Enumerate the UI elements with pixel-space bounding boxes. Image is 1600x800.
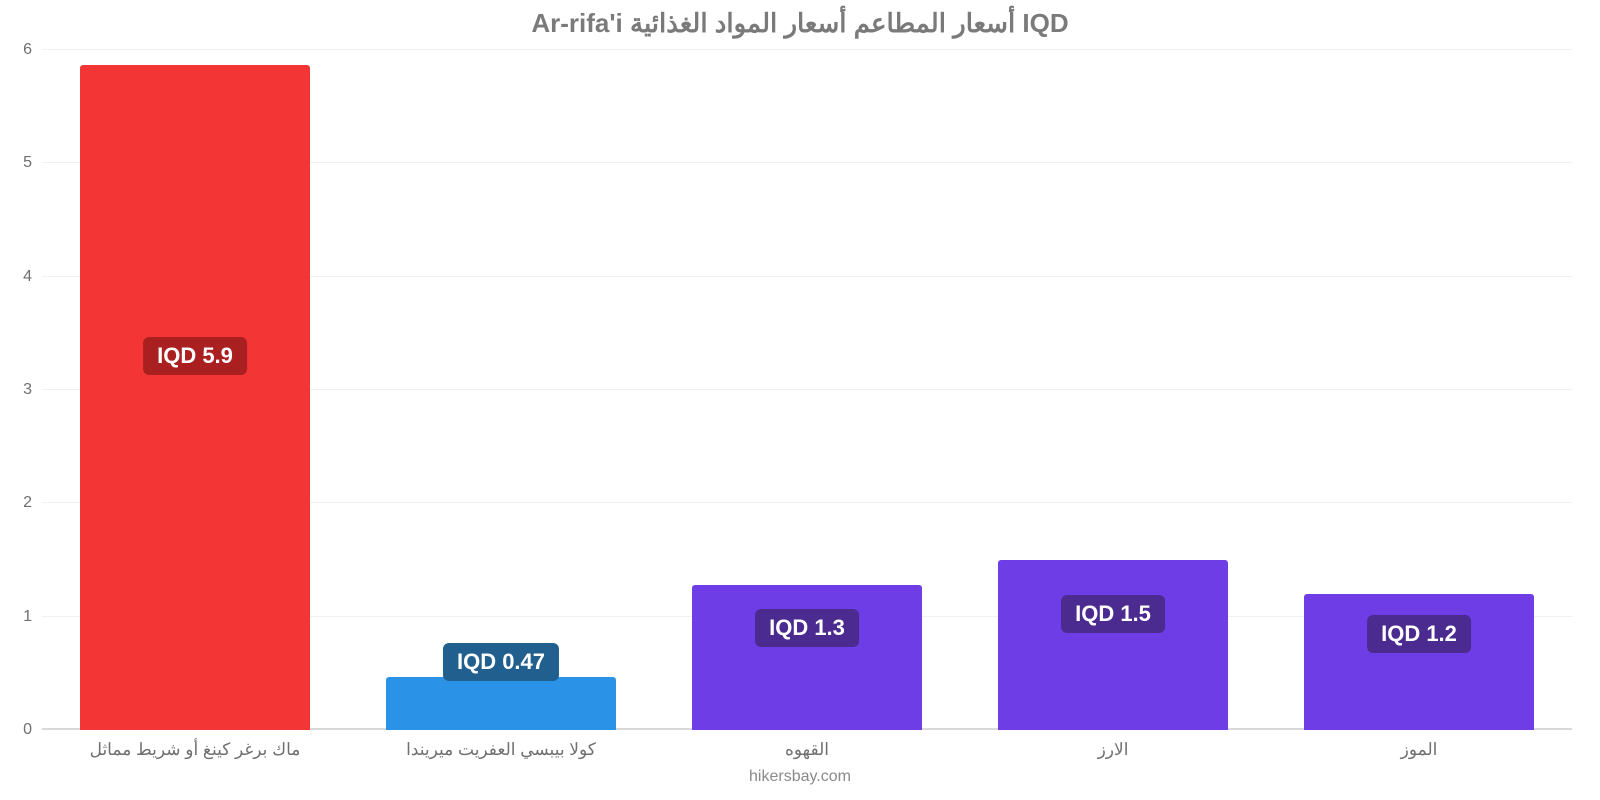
x-tick-label: الارز [1098,730,1129,760]
chart-title: Ar-rifa'i أسعار المطاعم أسعار المواد الغ… [0,0,1600,39]
bar-value-label: IQD 1.5 [1061,595,1165,633]
bar [998,560,1228,730]
y-tick-label: 5 [23,154,42,172]
plot-area: 0123456IQD 5.9ماك برغر كينغ أو شريط مماث… [42,50,1572,730]
y-tick-label: 0 [23,721,42,739]
chart-container: Ar-rifa'i أسعار المطاعم أسعار المواد الغ… [0,0,1600,800]
y-tick-label: 4 [23,268,42,286]
bar [80,65,310,730]
x-tick-label: القهوه [785,730,829,760]
y-tick-label: 6 [23,41,42,59]
bar-value-label: IQD 1.3 [755,609,859,647]
y-tick-label: 1 [23,608,42,626]
x-tick-label: كولا بيبسي العفريت ميريندا [406,730,596,760]
bar [386,677,616,730]
bar-value-label: IQD 1.2 [1367,615,1471,653]
bar-value-label: IQD 0.47 [443,643,559,681]
bar-value-label: IQD 5.9 [143,337,247,375]
bar [692,585,922,730]
y-tick-label: 2 [23,494,42,512]
grid-line [42,49,1572,50]
x-tick-label: الموز [1401,730,1438,760]
x-tick-label: ماك برغر كينغ أو شريط مماثل [90,730,301,760]
y-tick-label: 3 [23,381,42,399]
chart-footer: hikersbay.com [749,768,851,786]
